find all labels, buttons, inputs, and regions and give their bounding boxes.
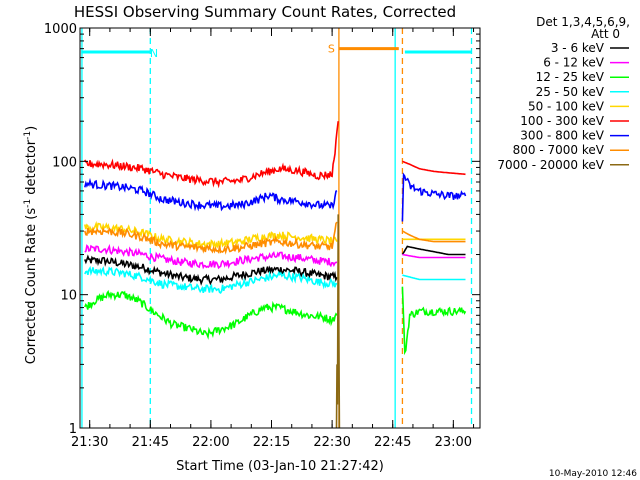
series-line-800-7000-kev-1 [84,221,338,255]
series-line-3-6-kev-1 [84,254,338,286]
series-line-100-300-kev-1 [84,121,339,189]
series-line-25-50-kev-1 [84,265,338,295]
series-line-300-800-kev-1 [84,177,338,212]
series-6-12-kev [84,243,466,270]
series-line-100-300-kev-2 [402,160,466,176]
y-axis-label: Corrected Count Rate (s-1 detector-1) [23,126,39,364]
series-100-300-kev [84,121,466,189]
series-line-12-25-kev-1 [84,289,338,340]
x-tick-label: 23:00 [435,435,472,450]
y-tick-label: 1000 [44,22,77,37]
x-tick-label: 22:30 [313,435,350,450]
x-tick-label: 22:45 [374,435,411,450]
series-800-7000-kev [84,221,466,255]
series-line-12-25-kev-2 [401,286,467,356]
annotation-s-2: S [328,43,335,56]
chart-title: HESSI Observing Summary Count Rates, Cor… [74,3,456,21]
legend-label-800-7000-kev: 800 - 7000 keV [513,143,605,157]
series-25-50-kev [84,265,466,295]
timestamp: 10-May-2010 12:46 [549,469,637,479]
legend-label-100-300-kev: 100 - 300 keV [520,114,604,128]
legend-label-12-25-kev: 12 - 25 keV [536,70,605,84]
axes: 21:30 21:45 22:00 22:15 22:30 22:45 23:00 1 10 10… [44,22,481,450]
legend-header-detectors: Det 1,3,4,5,6,9, [536,15,630,29]
series-7000-20000-kev [335,214,341,429]
plot-frame [79,27,481,429]
series-50-100-kev [84,220,466,250]
series-3-6-kev [84,245,466,286]
legend-label-3-6-kev: 3 - 6 keV [551,41,605,55]
y-tick-label: 1 [69,422,77,437]
legend-label-300-800-kev: 300 - 800 keV [520,129,604,143]
series-line-800-7000-kev-2 [402,230,466,243]
series-line-300-800-kev-2 [401,172,467,222]
series-line-3-6-kev-2 [401,245,466,256]
x-tick-label: 21:45 [132,435,169,450]
series-12-25-kev [84,286,467,356]
x-tick-label: 22:15 [253,435,290,450]
y-tick-label: 100 [52,155,77,170]
legend-label-50-100-kev: 50 - 100 keV [528,99,605,113]
series-line-6-12-kev-2 [402,253,466,259]
legend-header-attenuator: Att 0 [591,27,620,41]
series-300-800-kev [84,172,467,222]
legend-label-25-50-kev: 25 - 50 keV [536,85,605,99]
series-line-25-50-kev-2 [402,274,466,281]
legend-label-6-12-kev: 6 - 12 keV [543,56,605,70]
series-line-7000-20000-kev-1 [335,214,341,429]
x-tick-label: 21:30 [71,435,108,450]
series-line-6-12-kev-1 [84,243,338,270]
x-tick-label: 22:00 [192,435,229,450]
legend-label-7000-20000-kev: 7000 - 20000 keV [497,158,604,172]
x-axis-label: Start Time (03-Jan-10 21:27:42) [176,459,384,474]
annotation-n-1: N [150,47,158,60]
y-tick-label: 10 [60,289,77,304]
